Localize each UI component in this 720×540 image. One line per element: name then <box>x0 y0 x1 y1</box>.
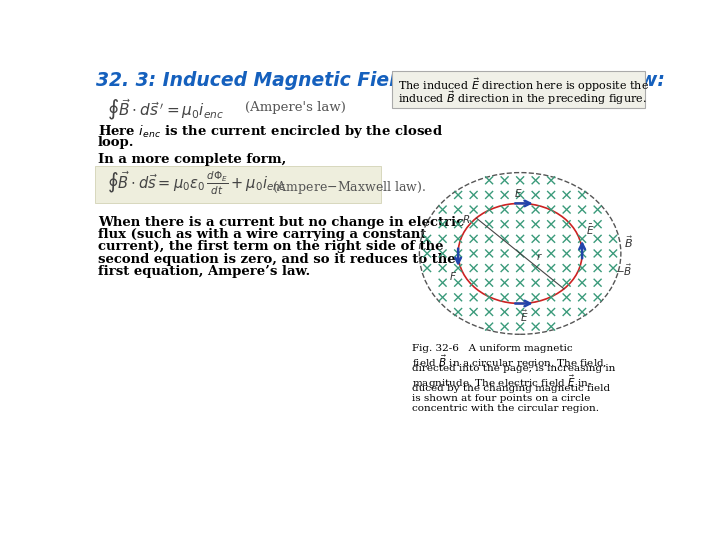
Text: duced by the changing magnetic field: duced by the changing magnetic field <box>412 383 610 393</box>
Text: $-\vec{B}$: $-\vec{B}$ <box>615 262 632 278</box>
Text: Here $\mathit{i}_{enc}$ is the current encircled by the closed: Here $\mathit{i}_{enc}$ is the current e… <box>98 123 443 140</box>
Text: flux (such as with a wire carrying a constant: flux (such as with a wire carrying a con… <box>98 228 426 241</box>
Text: $R$: $R$ <box>462 213 471 225</box>
Text: induced $\vec{B}$ direction in the preceding figure.: induced $\vec{B}$ direction in the prece… <box>398 90 647 107</box>
Text: When there is a current but no change in electric: When there is a current but no change in… <box>98 215 464 229</box>
Text: $\oint \vec{B} \cdot d\vec{s}\,' = \mu_0 i_{enc}$: $\oint \vec{B} \cdot d\vec{s}\,' = \mu_0… <box>107 98 224 123</box>
Text: $E$: $E$ <box>514 187 523 199</box>
Text: $\vec{E}$: $\vec{E}$ <box>520 308 528 323</box>
Text: first equation, Ampere’s law.: first equation, Ampere’s law. <box>98 265 310 278</box>
Text: $\vec{B}$: $\vec{B}$ <box>624 234 633 250</box>
Text: Fig. 32-6   A uniform magnetic: Fig. 32-6 A uniform magnetic <box>412 343 572 353</box>
FancyBboxPatch shape <box>94 166 382 204</box>
Text: (Ampere's law): (Ampere's law) <box>245 101 346 114</box>
Text: directed into the page, is increasing in: directed into the page, is increasing in <box>412 363 615 373</box>
Text: $\bar{E}$: $\bar{E}$ <box>586 222 595 237</box>
Text: The induced $\vec{E}$ direction here is opposite the: The induced $\vec{E}$ direction here is … <box>398 76 649 94</box>
Text: $r$: $r$ <box>536 251 542 262</box>
Text: concentric with the circular region.: concentric with the circular region. <box>412 403 598 413</box>
Text: is shown at four points on a circle: is shown at four points on a circle <box>412 394 590 403</box>
Text: field $\vec{B}$ in a circular region. The field,: field $\vec{B}$ in a circular region. Th… <box>412 354 607 371</box>
Text: loop.: loop. <box>98 136 134 148</box>
Text: second equation is zero, and so it reduces to the: second equation is zero, and so it reduc… <box>98 253 455 266</box>
Text: magnitude. The electric field $\vec{E}$ in-: magnitude. The electric field $\vec{E}$ … <box>412 374 592 391</box>
Text: current), the first term on the right side of the: current), the first term on the right si… <box>98 240 444 253</box>
Text: $\oint \vec{B} \cdot d\vec{s} = \mu_0\varepsilon_0\,\frac{d\Phi_E}{dt} + \mu_0 i: $\oint \vec{B} \cdot d\vec{s} = \mu_0\va… <box>107 170 287 197</box>
Text: (Ampere$-$Maxwell law).: (Ampere$-$Maxwell law). <box>272 179 426 196</box>
Text: $F$: $F$ <box>449 271 457 282</box>
Text: 32. 3: Induced Magnetic Fields: Ampere Maxwell Law:: 32. 3: Induced Magnetic Fields: Ampere M… <box>96 71 665 90</box>
Text: In a more complete form,: In a more complete form, <box>98 153 286 166</box>
FancyBboxPatch shape <box>392 71 645 108</box>
